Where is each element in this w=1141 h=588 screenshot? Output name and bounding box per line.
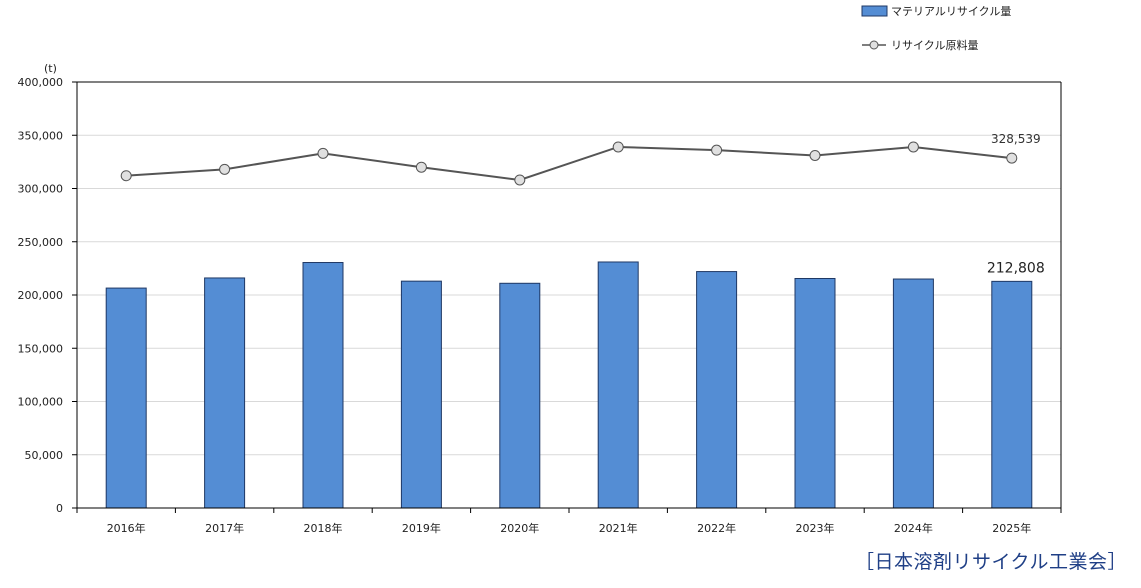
source-credit: ［日本溶剤リサイクル工業会］ [854,551,1127,573]
x-tick-label: 2017年 [205,521,244,535]
line-point [514,174,526,186]
bar [105,287,147,509]
y-axis-unit-label: (t) [44,62,57,75]
bar [991,280,1033,509]
y-tick-label: 100,000 [18,396,64,409]
data-labels: 328,539 212,808 [987,132,1045,276]
y-tick-label: 0 [56,502,63,515]
y-tick-label: 250,000 [18,236,64,249]
y-tick-label: 300,000 [18,183,64,196]
x-tick-label: 2018年 [304,521,343,535]
x-tick-label: 2021年 [599,521,638,535]
bar [696,271,738,509]
bar [597,261,639,509]
x-tick-label: 2020年 [500,521,539,535]
line-point [711,144,723,156]
line-point [809,149,821,161]
y-tick-label: 150,000 [18,342,64,355]
legend-label-bar: マテリアルリサイクル量 [891,5,1011,18]
bar [204,277,246,509]
tick-labels: 0 50,000 100,000 150,000 200,000 250,000 300,0… [18,62,1032,535]
x-tick-label: 2016年 [107,521,146,535]
axes [72,81,1062,513]
x-tick-label: 2024年 [894,521,933,535]
line-path [126,145,1012,182]
y-tick-label: 400,000 [18,76,64,89]
line-point [415,161,427,173]
line-point [612,141,624,153]
legend-line-marker [869,40,879,50]
bar-data-label: 212,808 [987,260,1045,276]
x-tick-label: 2025年 [992,521,1031,535]
bar [794,277,836,509]
line-point [219,163,231,175]
bar [892,278,934,509]
bar [400,280,442,509]
x-tick-label: 2022年 [697,521,736,535]
line-series [120,141,1018,186]
line-data-label: 328,539 [991,132,1041,146]
x-tick-label: 2019年 [402,521,441,535]
line-point [317,147,329,159]
x-tick-label: 2023年 [796,521,835,535]
line-point [1006,152,1018,164]
legend-label-line: リサイクル原料量 [891,38,978,52]
bar [499,282,541,509]
bar [302,262,344,509]
y-tick-label: 200,000 [18,289,64,302]
line-point [907,141,919,153]
bar-series [105,261,1033,509]
legend-bar-swatch [861,5,888,17]
line-point [120,170,132,182]
y-tick-label: 350,000 [18,129,64,142]
y-tick-label: 50,000 [25,449,64,462]
